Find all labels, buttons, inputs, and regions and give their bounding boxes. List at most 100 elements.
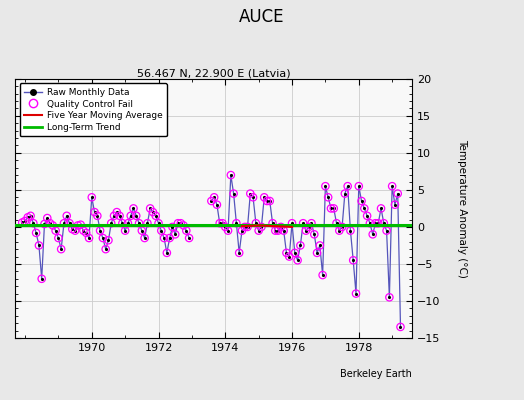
Legend: Raw Monthly Data, Quality Control Fail, Five Year Moving Average, Long-Term Tren: Raw Monthly Data, Quality Control Fail, …: [19, 83, 167, 136]
Point: [71, 228, 79, 234]
Point: [54, 235, 62, 241]
Point: [77, 222, 85, 228]
Point: [157, 228, 166, 234]
Point: [271, 228, 279, 234]
Point: [151, 213, 160, 219]
Point: [394, 190, 402, 197]
Point: [391, 202, 399, 208]
Point: [29, 220, 38, 226]
Point: [288, 220, 296, 226]
Point: [38, 276, 46, 282]
Point: [304, 224, 313, 230]
Point: [185, 235, 193, 241]
Point: [113, 209, 121, 215]
Text: AUCE: AUCE: [239, 8, 285, 26]
Point: [357, 198, 366, 204]
Point: [99, 235, 107, 241]
Point: [26, 213, 35, 219]
Point: [40, 221, 49, 227]
Point: [179, 222, 188, 229]
Point: [166, 235, 174, 241]
Point: [252, 220, 260, 226]
Y-axis label: Temperature Anomaly (°C): Temperature Anomaly (°C): [457, 139, 467, 278]
Point: [224, 228, 232, 234]
Point: [124, 220, 132, 226]
Point: [249, 194, 257, 200]
Point: [32, 230, 40, 236]
Point: [355, 183, 363, 189]
Point: [299, 220, 308, 226]
Point: [104, 237, 113, 244]
Point: [102, 246, 110, 252]
Point: [115, 213, 124, 219]
Point: [341, 190, 349, 197]
Point: [129, 205, 138, 212]
Point: [160, 235, 168, 241]
Point: [132, 213, 140, 219]
Point: [18, 219, 26, 226]
Point: [291, 250, 299, 256]
Point: [279, 228, 288, 234]
Point: [149, 209, 157, 215]
Point: [360, 205, 368, 212]
Title: 56.467 N, 22.900 E (Latvia): 56.467 N, 22.900 E (Latvia): [137, 68, 290, 78]
Point: [66, 220, 74, 226]
Point: [335, 228, 344, 234]
Point: [93, 213, 102, 219]
Point: [62, 213, 71, 219]
Point: [366, 220, 374, 226]
Point: [143, 220, 151, 226]
Point: [374, 220, 383, 226]
Point: [338, 224, 346, 230]
Point: [266, 198, 274, 204]
Point: [396, 324, 405, 330]
Point: [372, 220, 380, 226]
Point: [88, 194, 96, 200]
Point: [285, 253, 293, 260]
Point: [293, 257, 302, 264]
Point: [90, 209, 99, 215]
Point: [60, 220, 68, 226]
Point: [24, 214, 32, 220]
Point: [241, 224, 249, 230]
Point: [238, 228, 246, 234]
Point: [46, 220, 54, 226]
Point: [35, 242, 43, 249]
Point: [346, 228, 355, 234]
Point: [182, 228, 191, 234]
Point: [302, 228, 310, 234]
Point: [118, 220, 127, 226]
Point: [96, 228, 104, 234]
Point: [315, 242, 324, 249]
Point: [235, 250, 243, 256]
Point: [296, 242, 304, 249]
Point: [85, 235, 93, 241]
Point: [215, 220, 224, 226]
Point: [246, 190, 255, 197]
Point: [343, 183, 352, 189]
Point: [330, 205, 338, 212]
Point: [107, 220, 115, 226]
Point: [307, 220, 315, 226]
Point: [146, 205, 155, 212]
Point: [49, 222, 57, 229]
Point: [268, 220, 277, 226]
Point: [332, 220, 341, 226]
Point: [126, 213, 135, 219]
Point: [162, 250, 171, 256]
Point: [155, 220, 163, 226]
Point: [274, 228, 282, 234]
Point: [110, 213, 118, 219]
Point: [388, 183, 396, 189]
Point: [260, 194, 268, 200]
Point: [121, 228, 129, 234]
Point: [68, 226, 77, 232]
Point: [135, 220, 143, 226]
Point: [79, 228, 88, 234]
Point: [383, 228, 391, 234]
Point: [282, 250, 291, 256]
Point: [221, 224, 230, 230]
Point: [174, 220, 182, 226]
Point: [140, 235, 149, 241]
Point: [349, 257, 357, 264]
